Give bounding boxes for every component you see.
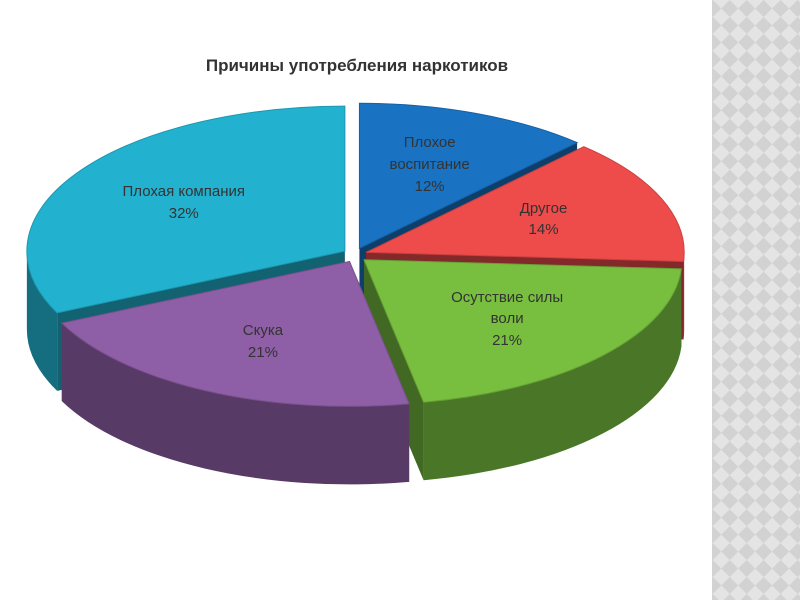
value-label: 21% bbox=[492, 332, 523, 350]
category-label: Плохая компания bbox=[122, 183, 245, 201]
chart-title: Причины употребления наркотиков bbox=[206, 56, 508, 75]
value-label: 12% bbox=[414, 177, 445, 195]
category-label: Осутствие силы воли bbox=[451, 288, 564, 328]
category-label: Скука bbox=[242, 321, 284, 339]
slice-label: Осутствие силы воли 21% bbox=[442, 279, 572, 359]
label-box: Другое 14% bbox=[479, 179, 609, 259]
label-box: Осутствие силы воли 21% bbox=[442, 279, 572, 359]
slice bbox=[26, 105, 346, 314]
slice-label: Скука 21% bbox=[198, 302, 328, 382]
value-label: 21% bbox=[247, 343, 278, 361]
slice-label: Плохое воспитание 12% bbox=[365, 125, 495, 205]
slice-side bbox=[423, 268, 682, 481]
value-label: 14% bbox=[528, 221, 559, 239]
slice-side bbox=[61, 323, 410, 485]
value-label: 32% bbox=[168, 204, 199, 222]
label-box: Плохая компания 32% bbox=[119, 163, 249, 243]
slice bbox=[365, 146, 685, 262]
category-label: Другое bbox=[519, 199, 568, 217]
slice-label: Другое 14% bbox=[479, 179, 609, 259]
slice-side bbox=[26, 251, 58, 391]
slice bbox=[60, 260, 410, 407]
label-box: Плохое воспитание 12% bbox=[365, 125, 495, 205]
slice bbox=[358, 102, 579, 250]
slice-side bbox=[683, 252, 685, 340]
category-label: Плохое воспитание bbox=[389, 134, 470, 173]
slice bbox=[363, 259, 682, 403]
side-strip bbox=[712, 0, 800, 600]
label-box: Скука 21% bbox=[198, 302, 328, 382]
slice-label: Плохая компания 32% bbox=[119, 163, 249, 243]
